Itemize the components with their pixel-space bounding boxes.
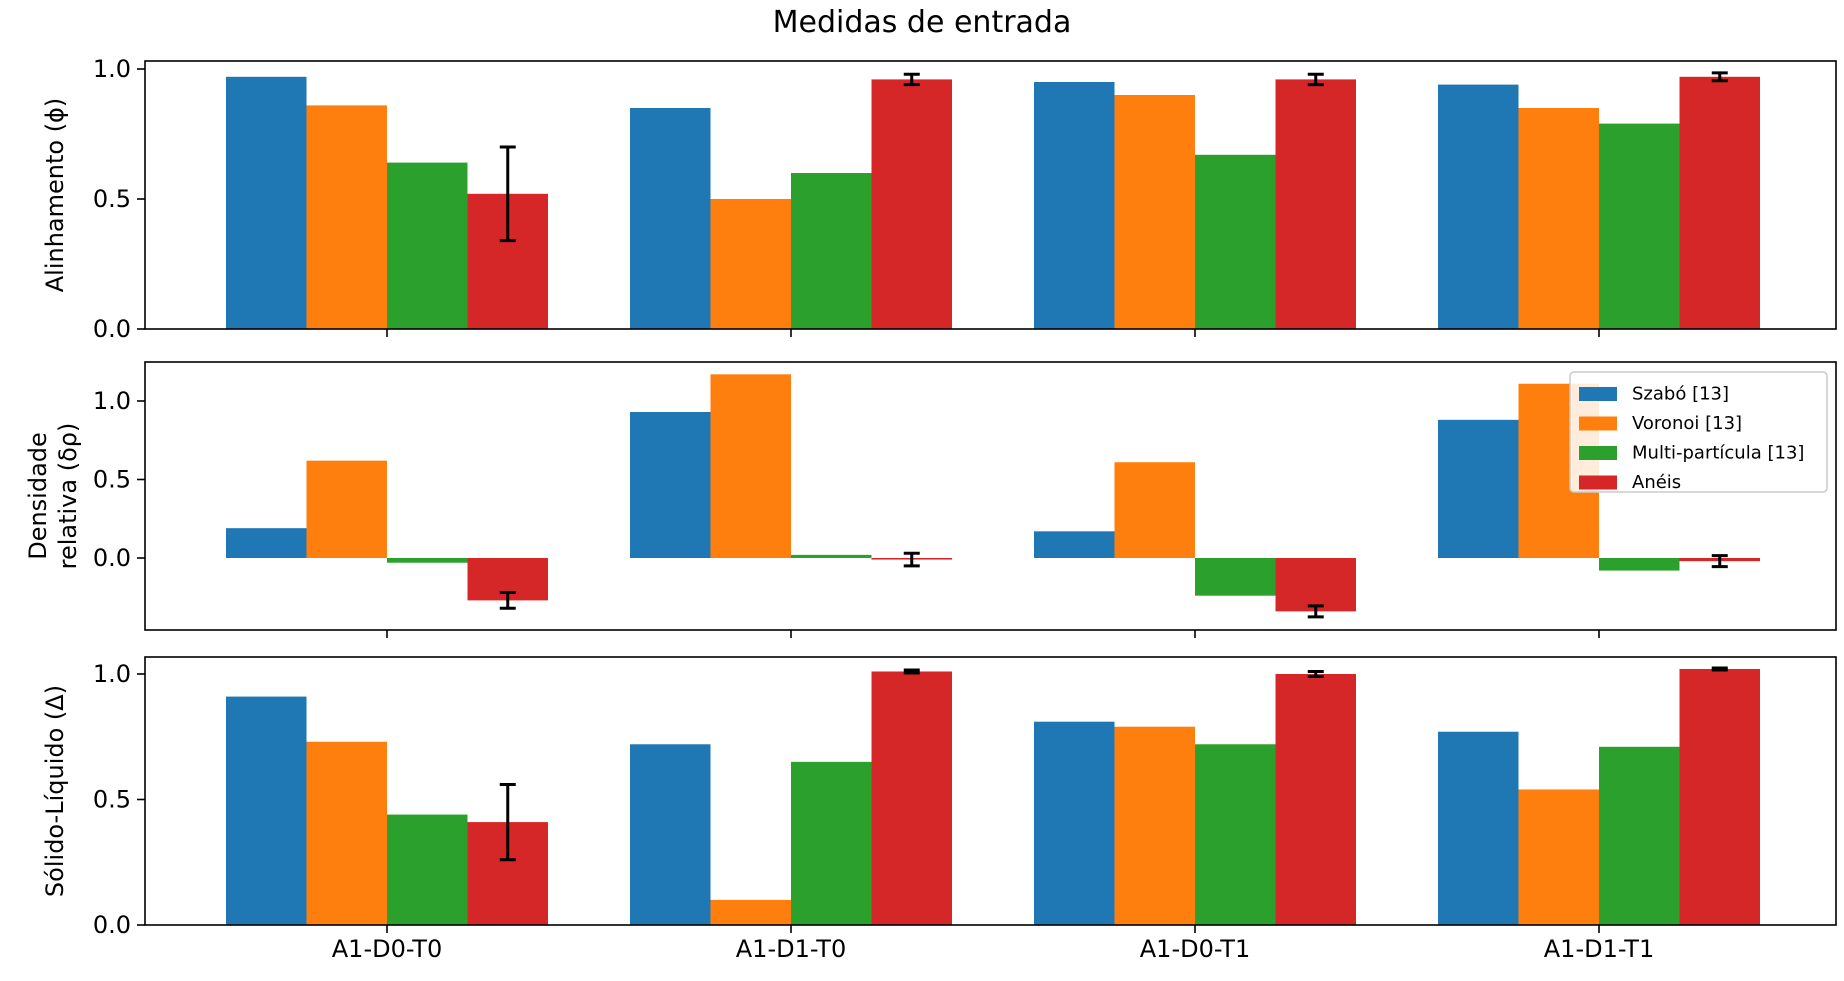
bar-panel1-series3-cat3 — [1195, 154, 1276, 329]
errorbar-panel1-cat2 — [903, 72, 920, 87]
bar-panel2-series1-cat2 — [630, 411, 711, 558]
bar-panel1-series3-cat1 — [387, 162, 468, 329]
panel-frame — [144, 60, 1837, 330]
legend-swatch — [1579, 416, 1617, 431]
bar-panel2-series2-cat3 — [1114, 462, 1195, 558]
bar-panel3-series3-cat2 — [791, 761, 872, 925]
legend-swatch — [1579, 387, 1617, 401]
errorbar-panel2-cat2 — [903, 551, 920, 568]
ylabel: Densidade — [24, 432, 52, 560]
ytick-label: 0.5 — [93, 466, 131, 494]
ytick-label: 1.0 — [93, 387, 131, 415]
errorbar-panel3-cat3 — [1307, 669, 1324, 679]
bar-panel1-series2-cat2 — [710, 199, 791, 329]
ytick-label: 0.0 — [93, 315, 131, 343]
bar-panel1-series1-cat4 — [1438, 84, 1519, 329]
xtick-label: A1-D1-T1 — [1544, 935, 1654, 963]
bar-panel3-series4-cat2 — [871, 671, 952, 925]
bar-panel2-series1-cat4 — [1438, 419, 1519, 558]
bar-panel3-series1-cat1 — [226, 696, 307, 925]
chart-title: Medidas de entrada — [773, 5, 1072, 40]
errorbar-panel3-cat4 — [1711, 666, 1728, 672]
legend-box — [1569, 371, 1828, 493]
ytick-label: 0.5 — [93, 185, 131, 213]
bar-panel2-series1-cat1 — [226, 528, 307, 558]
bar-panel3-series1-cat2 — [630, 744, 711, 925]
bar-panel1-series2-cat3 — [1114, 95, 1195, 329]
bar-panel2-series3-cat1 — [387, 558, 468, 563]
legend-label: Szabó [13] — [1632, 384, 1729, 405]
bar-panel2-series2-cat2 — [710, 374, 791, 558]
legend-label: Anéis — [1632, 472, 1681, 493]
errorbar-panel2-cat3 — [1307, 604, 1324, 619]
bar-panel2-series1-cat3 — [1034, 531, 1115, 558]
bar-panel2-series2-cat1 — [306, 460, 387, 558]
bar-panel1-series3-cat2 — [791, 173, 872, 329]
bar-panel3-series4-cat4 — [1679, 668, 1760, 925]
bar-panel3-series1-cat4 — [1438, 731, 1519, 925]
legend-swatch — [1579, 475, 1617, 490]
bar-panel1-series3-cat4 — [1599, 123, 1680, 329]
bar-panel2-series3-cat4 — [1599, 558, 1680, 571]
ytick-label: 0.5 — [93, 786, 131, 814]
ytick-label: 0.0 — [93, 911, 131, 939]
bar-panel3-series4-cat3 — [1275, 674, 1356, 925]
bar-panel2-series3-cat2 — [791, 554, 872, 558]
bar-panel3-series3-cat1 — [387, 814, 468, 925]
bar-panel3-series1-cat3 — [1034, 721, 1115, 925]
ytick-label: 1.0 — [93, 660, 131, 688]
xtick-label: A1-D0-T0 — [332, 935, 442, 963]
errorbar-panel3-cat1 — [499, 782, 516, 862]
bar-panel1-series4-cat3 — [1275, 79, 1356, 330]
bar-panel3-series2-cat3 — [1114, 726, 1195, 925]
bar-panel2-series3-cat3 — [1195, 558, 1276, 596]
errorbar-panel2-cat1 — [499, 591, 516, 610]
ylabel: Alinhamento (ϕ) — [41, 98, 69, 293]
xtick-label: A1-D0-T1 — [1140, 935, 1250, 963]
errorbar-panel1-cat4 — [1711, 71, 1728, 83]
bar-panel1-series4-cat2 — [871, 79, 952, 330]
bar-panel1-series2-cat4 — [1518, 108, 1599, 329]
ytick-label: 0.0 — [93, 544, 131, 572]
legend-swatch — [1579, 446, 1617, 460]
panel-2: 0.0 0.5 1.0 Densidade relativa (δρ) — [24, 361, 1837, 638]
bar-panel1-series1-cat2 — [630, 108, 711, 329]
bar-panel3-series3-cat3 — [1195, 744, 1276, 925]
bar-panel1-series1-cat1 — [226, 76, 307, 329]
bar-panel2-series4-cat3 — [1275, 558, 1356, 612]
bar-panel1-series4-cat4 — [1679, 76, 1760, 329]
bar-panel3-series2-cat2 — [710, 899, 791, 925]
chart-panels: 0.0 0.5 1.0 Alinhamento (ϕ) 0.0 0.5 1.0 Densida… — [24, 55, 1837, 963]
bar-panel1-series1-cat3 — [1034, 82, 1115, 329]
bar-panel3-series2-cat1 — [306, 741, 387, 925]
legend-label: Multi-partícula [13] — [1632, 443, 1804, 464]
errorbar-panel3-cat2 — [903, 668, 920, 675]
panel-frame — [144, 361, 1837, 631]
errorbar-panel1-cat3 — [1307, 72, 1324, 87]
ytick-label: 1.0 — [93, 55, 131, 83]
legend-label: Voronoi [13] — [1632, 413, 1742, 434]
ylabel: Sólido-Líquido (Δ) — [41, 685, 69, 897]
panel-frame — [144, 656, 1837, 926]
bar-panel3-series3-cat4 — [1599, 746, 1680, 925]
bar-panel1-series2-cat1 — [306, 105, 387, 330]
bar-panel3-series2-cat4 — [1518, 789, 1599, 925]
panel-1: 0.0 0.5 1.0 Alinhamento (ϕ) — [41, 55, 1837, 343]
xtick-label: A1-D1-T0 — [736, 935, 846, 963]
legend: Szabó [13] Voronoi [13] Multi-partícula [1… — [1569, 371, 1828, 493]
errorbar-panel1-cat1 — [499, 145, 516, 243]
errorbar-panel2-cat4 — [1711, 554, 1728, 569]
ylabel: relativa (δρ) — [54, 423, 82, 570]
panel-3: 0.0 0.5 1.0 Sólido-Líquido (Δ) — [41, 656, 1837, 939]
